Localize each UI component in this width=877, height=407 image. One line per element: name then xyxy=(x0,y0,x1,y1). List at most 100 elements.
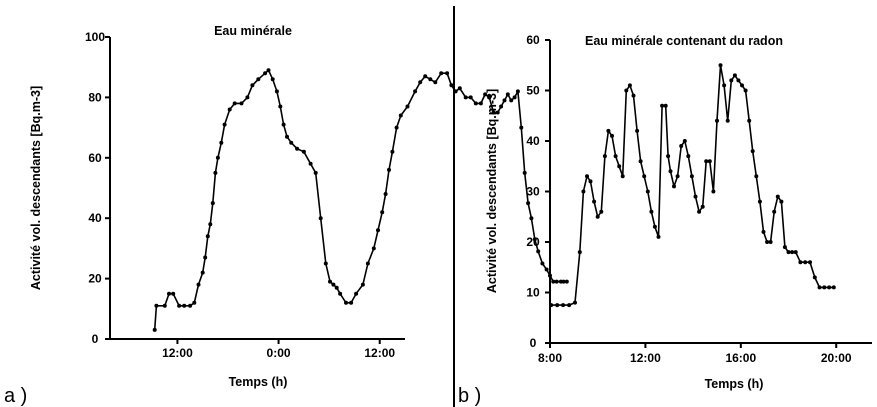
chart-a-data-point xyxy=(171,291,176,296)
chart-b-data-point xyxy=(743,88,748,93)
chart-a-data-point xyxy=(505,92,510,97)
chart-a-data-point xyxy=(213,170,218,175)
chart-a-data-point xyxy=(564,279,569,284)
chart-a-data-point xyxy=(478,101,483,106)
chart-a-data-point xyxy=(529,216,534,221)
chart-b-xtick-label: 16:00 xyxy=(725,351,756,365)
chart-a-series-line xyxy=(153,69,567,330)
chart-b-ytick-label: 50 xyxy=(526,84,540,98)
chart-a-data-point xyxy=(328,279,332,284)
chart-a-data-point xyxy=(418,80,423,85)
chart-a-data-point xyxy=(376,228,380,233)
chart-a-data-point xyxy=(433,80,438,85)
chart-a-data-point xyxy=(323,261,328,266)
chart-a-data-point xyxy=(487,95,492,100)
chart-a-data-point xyxy=(405,104,410,109)
chart-a-data-point xyxy=(354,291,359,296)
chart-b-data-point xyxy=(577,250,582,255)
chart-b-data-point xyxy=(652,224,657,229)
chart-b-data-point xyxy=(704,159,709,164)
chart-b-data-point xyxy=(573,300,577,305)
chart-b-series-line xyxy=(551,64,834,306)
chart-b-data-point xyxy=(585,174,589,179)
chart-b-ytick-label: 60 xyxy=(526,33,540,47)
chart-a-data-point xyxy=(167,291,171,296)
panel-b-label: b ) xyxy=(458,385,481,407)
chart-a-data-point xyxy=(483,92,488,97)
chart-b-xtick-label: 8:00 xyxy=(538,351,562,365)
chart-b-data-point xyxy=(620,174,625,179)
chart-a-data-point xyxy=(301,149,306,154)
chart-a-data-point xyxy=(428,77,433,82)
chart-b-xtick-label: 20:00 xyxy=(821,351,852,365)
chart-a-data-point xyxy=(544,267,549,272)
chart-b-data-point xyxy=(761,229,766,234)
chart-a-data-point xyxy=(532,237,537,242)
chart-b-ytick-label: 20 xyxy=(526,235,540,249)
chart-a-data-point xyxy=(338,291,343,296)
chart-b-data-point xyxy=(790,250,795,255)
chart-b-data-point xyxy=(722,83,727,88)
chart-b-data-point xyxy=(682,139,687,143)
chart-b-data-point xyxy=(592,199,597,204)
chart-a-data-point xyxy=(182,303,187,308)
chart-b-data-point xyxy=(595,214,600,219)
chart-a-data-point xyxy=(289,140,294,145)
chart-b-data-point xyxy=(711,189,716,194)
chart-a-data-point xyxy=(256,77,261,82)
chart-a-xtick-label: 12:00 xyxy=(364,346,395,360)
chart-b-data-point xyxy=(561,303,566,308)
chart-b-data-point xyxy=(793,250,798,255)
chart-b-data-point xyxy=(672,184,676,189)
chart-a-data-point xyxy=(512,95,517,100)
chart-a-data-point xyxy=(281,122,286,127)
chart-a-data-point xyxy=(245,95,250,100)
chart-a-data-point xyxy=(192,300,197,305)
chart-b-data-point xyxy=(567,303,572,308)
chart-b-data-point xyxy=(606,128,611,133)
chart-a-data-point xyxy=(250,83,255,88)
chart-a-data-point xyxy=(371,246,376,251)
chart-a-ytick-label: 40 xyxy=(88,211,102,225)
chart-b-title: Eau minérale contenant du radon xyxy=(585,34,783,48)
chart-a-data-point xyxy=(313,170,318,175)
chart-a-data-point xyxy=(308,161,313,166)
chart-b-data-point xyxy=(635,128,640,133)
chart-a-data-point xyxy=(152,327,157,332)
chart-a-data-point xyxy=(499,104,504,109)
chart-a-ylabel: Activité vol. descendants [Bq.m-3] xyxy=(29,86,43,290)
chart-b-data-point xyxy=(660,103,665,108)
chart-b-data-point xyxy=(588,179,593,184)
chart-a-data-point xyxy=(162,303,167,308)
chart-b-data-point xyxy=(649,209,654,214)
chart-a-ytick-label: 100 xyxy=(85,30,105,44)
chart-a-data-point xyxy=(331,282,336,287)
chart-b-data-point xyxy=(779,199,784,204)
chart-a-data-point xyxy=(154,303,159,308)
chart-a-xtick-label: 0:00 xyxy=(267,346,291,360)
chart-b-xtick-label: 12:00 xyxy=(630,351,661,365)
chart-b-data-point xyxy=(675,174,680,179)
chart-a-data-point xyxy=(295,146,300,151)
chart-b-data-point xyxy=(645,189,650,194)
chart-b-data-point xyxy=(627,83,632,88)
chart-b-data-point xyxy=(679,144,684,148)
chart-a-data-point xyxy=(561,279,566,284)
chart-a-data-point xyxy=(274,89,279,94)
panel-b: Eau minérale contenant du radon Activité… xyxy=(485,33,872,391)
chart-a-data-point xyxy=(270,77,275,82)
chart-a-data-point xyxy=(232,101,237,106)
chart-a-data-point xyxy=(360,282,365,287)
chart-b-data-point xyxy=(555,303,560,308)
chart-b-data-point xyxy=(808,260,812,265)
chart-a-data-point xyxy=(515,89,520,94)
chart-a-data-point xyxy=(398,113,403,118)
chart-b-data-point xyxy=(765,240,770,244)
chart-b-ytick-label: 0 xyxy=(530,336,537,350)
chart-a-data-point xyxy=(196,282,201,287)
chart-a-data-point xyxy=(285,134,289,139)
chart-a-ytick-label: 80 xyxy=(88,90,102,104)
chart-b-data-point xyxy=(775,194,780,199)
chart-a-data-point xyxy=(200,270,205,275)
chart-a-data-point xyxy=(365,261,370,266)
